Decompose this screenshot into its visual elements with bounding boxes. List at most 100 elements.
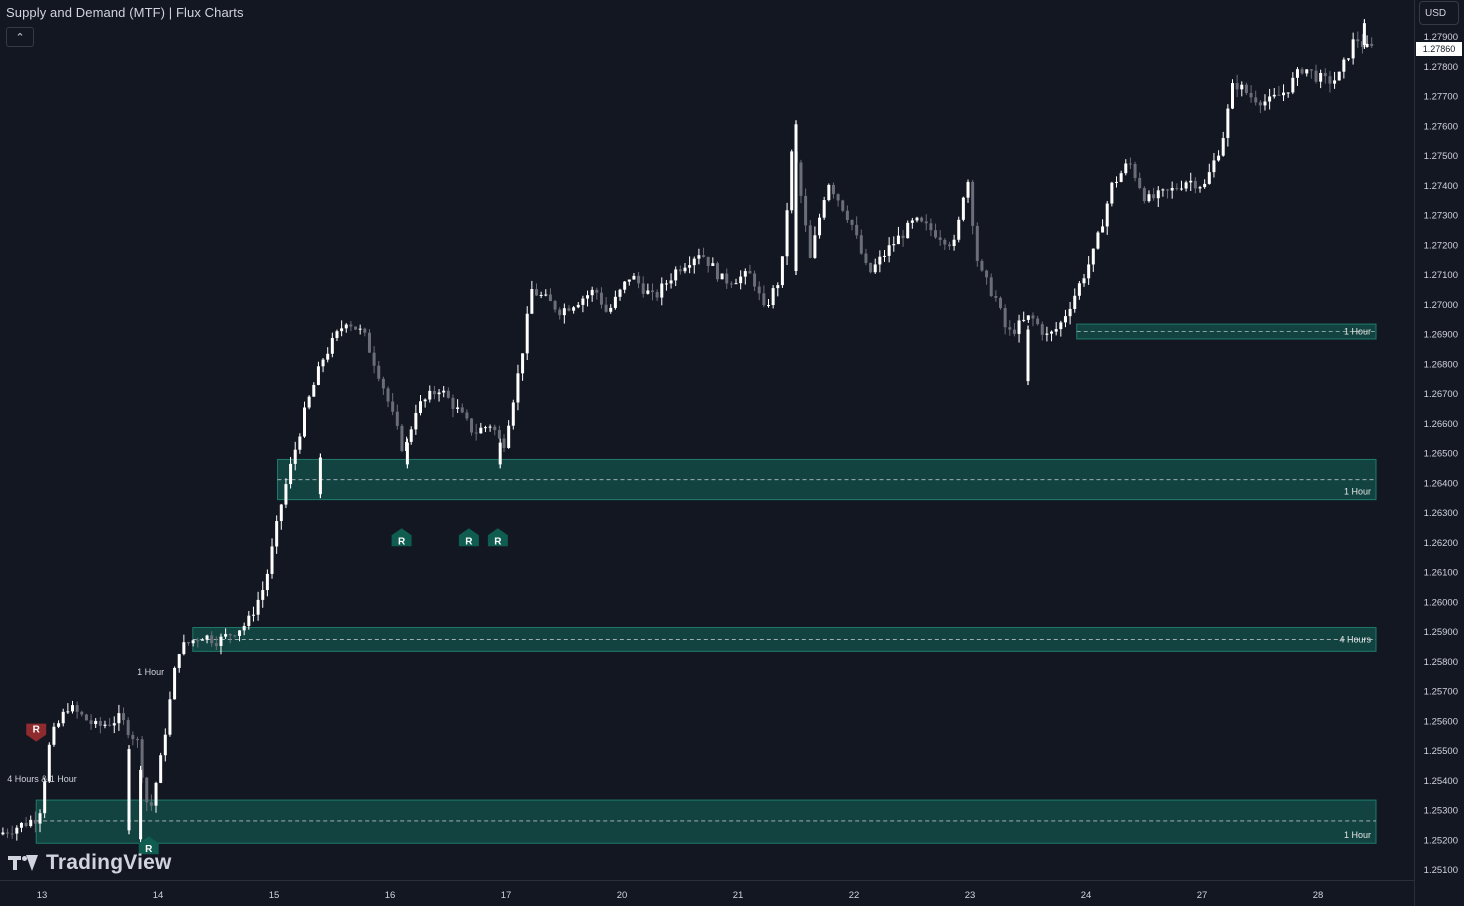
candle-body	[43, 781, 47, 814]
candle-body	[395, 411, 399, 426]
candle-body	[474, 432, 478, 434]
zone-timeframe-annotation: 4 Hours & 1 Hour	[7, 774, 77, 784]
price-axis[interactable]: 1.27900 1.27800 1.27700 1.27600 1.27500 1.274…	[1424, 32, 1458, 876]
time-axis[interactable]: 13 14 15 16 17 20 21 22 23 24 27 28	[37, 890, 1324, 901]
candle-body	[381, 378, 385, 389]
candle-body	[618, 289, 622, 297]
candle-body	[706, 256, 710, 266]
candle-body	[1249, 93, 1253, 98]
time-tick-label: 22	[849, 890, 860, 901]
candle-body	[548, 294, 552, 302]
candle-body	[1272, 94, 1276, 97]
price-tick-label: 1.25700	[1424, 687, 1458, 698]
candle-body	[1050, 331, 1054, 334]
candle-body	[1370, 43, 1374, 47]
candle-body	[845, 210, 849, 221]
candle-body	[483, 427, 487, 429]
time-tick-label: 23	[965, 890, 976, 901]
marker-label: R	[145, 844, 153, 855]
candle-body	[697, 255, 701, 259]
candle-body	[1282, 92, 1286, 96]
candle-body	[1022, 319, 1026, 321]
candle-body	[98, 720, 102, 726]
zone-label: 1 Hour	[1344, 327, 1371, 337]
candle-body	[284, 484, 288, 505]
candle-body	[303, 407, 306, 437]
price-tick-label: 1.26900	[1424, 330, 1458, 341]
candle-body	[1068, 308, 1072, 317]
marker-shape	[138, 836, 159, 855]
zone-label: 1 Hour	[1344, 487, 1371, 497]
candle-body	[335, 331, 339, 338]
candle-body	[590, 289, 594, 296]
candle-body	[89, 720, 93, 725]
bearish-retest-marker: R	[26, 723, 47, 742]
candle-body	[544, 294, 548, 296]
candle-body	[1277, 94, 1281, 96]
candle-body	[1156, 190, 1160, 199]
candle-body	[1286, 92, 1290, 94]
tradingview-watermark[interactable]: TradingView	[8, 851, 172, 875]
price-tick-label: 1.25300	[1424, 806, 1458, 817]
candle-body	[168, 699, 172, 735]
price-tick-label: 1.26400	[1424, 478, 1458, 489]
candle-body	[279, 504, 283, 522]
candle-body	[6, 832, 10, 834]
candle-body	[140, 739, 144, 778]
candle-body	[149, 802, 153, 806]
candle-body	[386, 388, 390, 402]
candle-body	[1268, 96, 1272, 102]
candle-body	[785, 210, 789, 257]
candle-body	[298, 436, 302, 450]
candle-body	[159, 755, 163, 783]
candle-body	[191, 640, 195, 644]
candle-body	[1226, 108, 1230, 139]
indicator-title[interactable]: Supply and Demand (MTF) | Flux Charts	[6, 5, 244, 20]
marker-label: R	[465, 536, 473, 547]
candle-body	[316, 366, 320, 385]
candle-body	[581, 298, 585, 305]
candle-body	[247, 615, 251, 626]
candle-body	[855, 224, 859, 236]
candle-body	[400, 425, 404, 451]
candle-body	[307, 396, 311, 408]
time-tick-label: 13	[37, 890, 48, 901]
candle-body	[623, 281, 627, 290]
candle-body	[122, 713, 126, 721]
candle-body	[340, 328, 344, 332]
candle-body	[1026, 315, 1030, 320]
collapse-button[interactable]: ⌃	[6, 27, 34, 47]
supply-demand-zones	[35, 323, 1377, 844]
candle-body	[776, 285, 780, 289]
candle-body	[139, 769, 143, 840]
candle-body	[1291, 77, 1295, 93]
candle-body	[572, 307, 576, 311]
candle-body	[1087, 264, 1091, 279]
candle-body	[103, 724, 107, 726]
zone-label: 4 Hours	[1339, 634, 1371, 644]
candle-body	[595, 289, 599, 293]
candle-body	[655, 292, 659, 298]
candle-body	[516, 373, 520, 403]
price-tick-label: 1.27800	[1424, 62, 1458, 73]
candle-body	[725, 273, 729, 284]
currency-selector[interactable]: USD	[1419, 1, 1459, 25]
candle-body	[33, 819, 37, 824]
candle-body	[994, 296, 998, 298]
candle-body	[38, 813, 42, 824]
candle-body	[562, 308, 566, 316]
candle-body	[1, 832, 5, 835]
current-price-label: 1.27860	[1416, 42, 1462, 56]
candle-body	[1203, 183, 1207, 188]
candle-body	[947, 244, 951, 247]
price-tick-label: 1.25900	[1424, 627, 1458, 638]
candle-body	[94, 720, 98, 725]
candle-body	[363, 328, 367, 333]
candle-body	[256, 599, 260, 615]
candle-body	[734, 283, 738, 285]
candle-body	[29, 819, 33, 827]
candle-body	[349, 324, 353, 327]
price-tick-label: 1.25600	[1424, 716, 1458, 727]
